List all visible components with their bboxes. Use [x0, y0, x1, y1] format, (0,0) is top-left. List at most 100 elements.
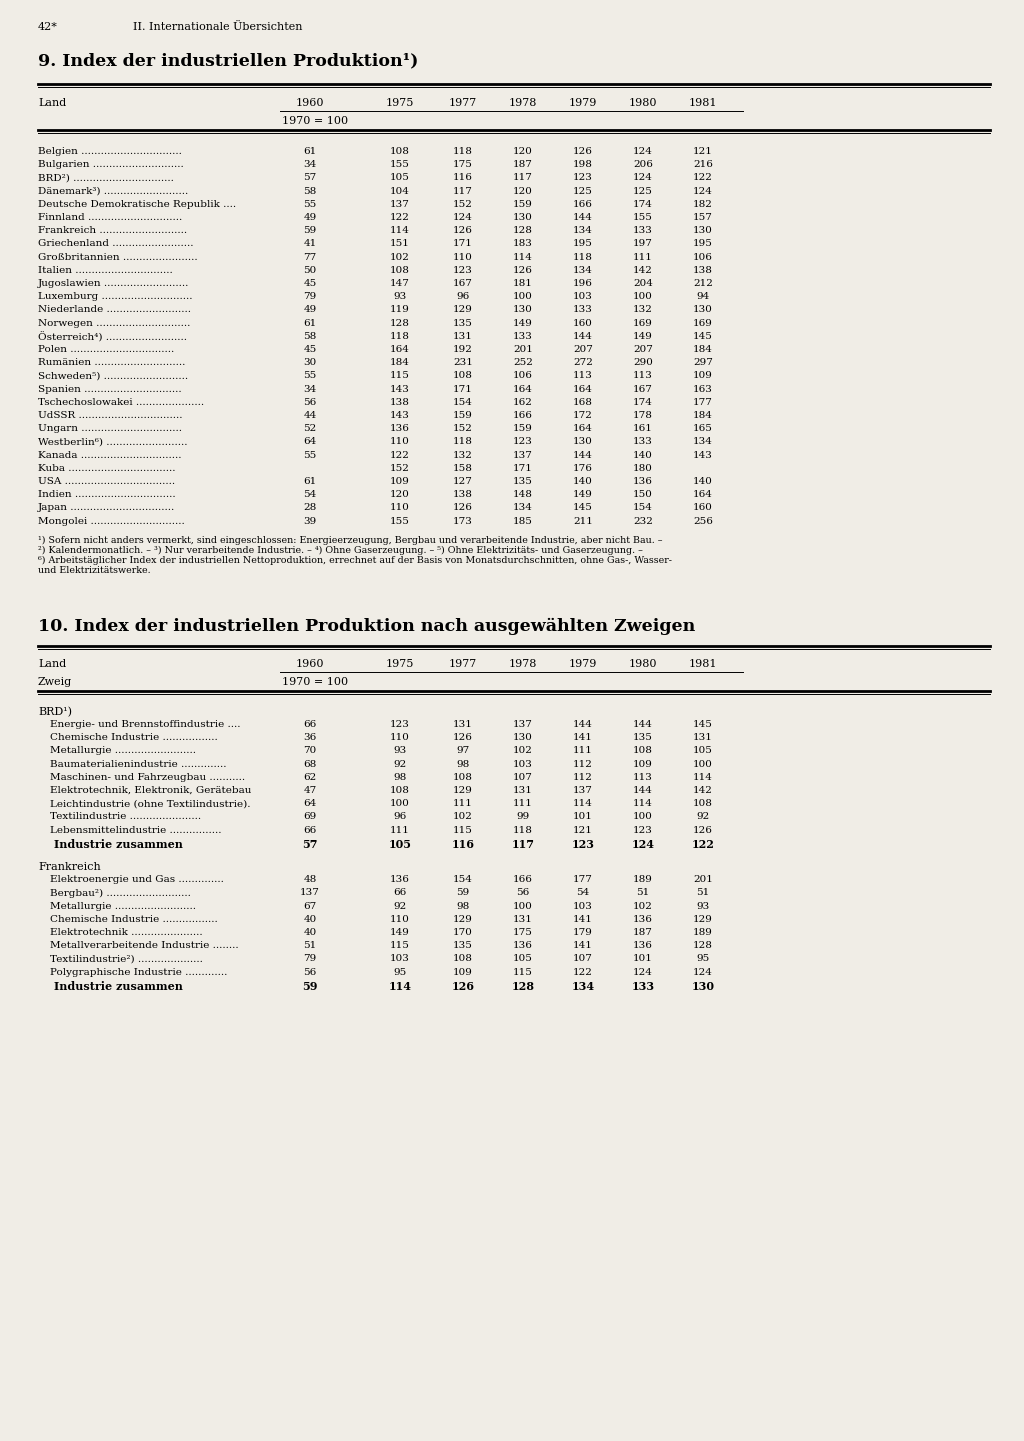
Text: Metallurgie .........................: Metallurgie .........................: [50, 746, 196, 755]
Text: 10. Index der industriellen Produktion nach ausgewählten Zweigen: 10. Index der industriellen Produktion n…: [38, 618, 695, 635]
Text: ⁶) Arbeitstäglicher Index der industriellen Nettoproduktion, errechnet auf der B: ⁶) Arbeitstäglicher Index der industriel…: [38, 556, 672, 565]
Text: 77: 77: [303, 252, 316, 262]
Text: 140: 140: [573, 477, 593, 486]
Text: 133: 133: [633, 226, 653, 235]
Text: Elektroenergie und Gas ..............: Elektroenergie und Gas ..............: [50, 875, 224, 885]
Text: 117: 117: [512, 839, 535, 850]
Text: BRD²) ...............................: BRD²) ...............................: [38, 173, 174, 183]
Text: Baumaterialienindustrie ..............: Baumaterialienindustrie ..............: [50, 759, 226, 768]
Text: 145: 145: [693, 331, 713, 342]
Text: 64: 64: [303, 800, 316, 808]
Text: 123: 123: [633, 826, 653, 834]
Text: BRD¹): BRD¹): [38, 706, 72, 718]
Text: 119: 119: [390, 305, 410, 314]
Text: 56: 56: [303, 398, 316, 406]
Text: 144: 144: [573, 451, 593, 460]
Text: 121: 121: [693, 147, 713, 156]
Text: 134: 134: [571, 981, 595, 991]
Text: 54: 54: [303, 490, 316, 499]
Text: 1970 = 100: 1970 = 100: [282, 115, 348, 125]
Text: 124: 124: [693, 186, 713, 196]
Text: 163: 163: [693, 385, 713, 393]
Text: Chemische Industrie .................: Chemische Industrie .................: [50, 915, 218, 924]
Text: 216: 216: [693, 160, 713, 169]
Text: 207: 207: [573, 344, 593, 354]
Text: 1981: 1981: [689, 98, 717, 108]
Text: 130: 130: [573, 438, 593, 447]
Text: 28: 28: [303, 503, 316, 513]
Text: 144: 144: [633, 785, 653, 795]
Text: 129: 129: [693, 915, 713, 924]
Text: 135: 135: [453, 941, 473, 950]
Text: 189: 189: [633, 875, 653, 885]
Text: 136: 136: [633, 941, 653, 950]
Text: 55: 55: [303, 200, 316, 209]
Text: 105: 105: [388, 839, 412, 850]
Text: 96: 96: [457, 293, 470, 301]
Text: 56: 56: [303, 967, 316, 977]
Text: 64: 64: [303, 438, 316, 447]
Text: 126: 126: [453, 226, 473, 235]
Text: 290: 290: [633, 359, 653, 367]
Text: 1977: 1977: [449, 98, 477, 108]
Text: 62: 62: [303, 772, 316, 782]
Text: 99: 99: [516, 813, 529, 821]
Text: 141: 141: [573, 941, 593, 950]
Text: Griechenland .........................: Griechenland .........................: [38, 239, 194, 248]
Text: 170: 170: [453, 928, 473, 937]
Text: 147: 147: [390, 280, 410, 288]
Text: 92: 92: [393, 759, 407, 768]
Text: 204: 204: [633, 280, 653, 288]
Text: II. Internationale Übersichten: II. Internationale Übersichten: [133, 22, 302, 32]
Text: Belgien ...............................: Belgien ...............................: [38, 147, 182, 156]
Text: 57: 57: [303, 173, 316, 183]
Text: 149: 149: [633, 331, 653, 342]
Text: 55: 55: [303, 451, 316, 460]
Text: Niederlande ..........................: Niederlande ..........................: [38, 305, 191, 314]
Text: 42*: 42*: [38, 22, 58, 32]
Text: 131: 131: [513, 785, 532, 795]
Text: 51: 51: [636, 889, 649, 898]
Text: 162: 162: [513, 398, 532, 406]
Text: 61: 61: [303, 477, 316, 486]
Text: 108: 108: [453, 372, 473, 380]
Text: 102: 102: [390, 252, 410, 262]
Text: 177: 177: [693, 398, 713, 406]
Text: 182: 182: [693, 200, 713, 209]
Text: 54: 54: [577, 889, 590, 898]
Text: 166: 166: [573, 200, 593, 209]
Text: 61: 61: [303, 318, 316, 327]
Text: 101: 101: [573, 813, 593, 821]
Text: 138: 138: [453, 490, 473, 499]
Text: und Elektrizitätswerke.: und Elektrizitätswerke.: [38, 566, 151, 575]
Text: 100: 100: [693, 759, 713, 768]
Text: 58: 58: [303, 331, 316, 342]
Text: 114: 114: [390, 226, 410, 235]
Text: 1978: 1978: [509, 98, 538, 108]
Text: 102: 102: [513, 746, 532, 755]
Text: Metallverarbeitende Industrie ........: Metallverarbeitende Industrie ........: [50, 941, 239, 950]
Text: 68: 68: [303, 759, 316, 768]
Text: 117: 117: [453, 186, 473, 196]
Text: 140: 140: [693, 477, 713, 486]
Text: 113: 113: [573, 372, 593, 380]
Text: Schweden⁵) ..........................: Schweden⁵) ..........................: [38, 372, 188, 380]
Text: 59: 59: [302, 981, 317, 991]
Text: 34: 34: [303, 160, 316, 169]
Text: 169: 169: [693, 318, 713, 327]
Text: 102: 102: [633, 902, 653, 911]
Text: 175: 175: [453, 160, 473, 169]
Text: 124: 124: [632, 839, 654, 850]
Text: 123: 123: [571, 839, 595, 850]
Text: 1960: 1960: [296, 98, 325, 108]
Text: Dänemark³) ..........................: Dänemark³) ..........................: [38, 186, 188, 196]
Text: 9. Index der industriellen Produktion¹): 9. Index der industriellen Produktion¹): [38, 52, 419, 69]
Text: 181: 181: [513, 280, 532, 288]
Text: 126: 126: [453, 503, 473, 513]
Text: 167: 167: [453, 280, 473, 288]
Text: 1975: 1975: [386, 659, 414, 669]
Text: 195: 195: [693, 239, 713, 248]
Text: 59: 59: [457, 889, 470, 898]
Text: 152: 152: [390, 464, 410, 473]
Text: 114: 114: [513, 252, 532, 262]
